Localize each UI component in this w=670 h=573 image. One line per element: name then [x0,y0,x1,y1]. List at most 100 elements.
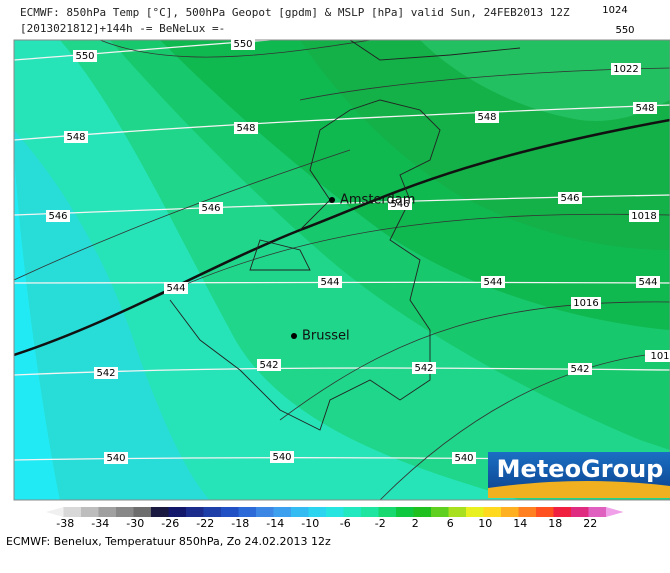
pressure-label: 1022 [613,64,638,75]
label-bg [104,452,128,464]
colorbar-swatch [536,507,554,517]
colorbar-tick: 22 [583,517,597,530]
geopotential-label: 540 [106,453,125,464]
label-bg [571,297,601,309]
colorbar-swatch [361,507,379,517]
colorbar-swatch [606,507,624,517]
colorbar-swatch [151,507,169,517]
colorbar-swatch [396,507,414,517]
geopotential-label: 550 [75,51,94,62]
pressure-label: 1024 [602,5,627,16]
geopotential-label: 544 [638,277,657,288]
header-box [14,0,589,38]
label-bg [257,359,281,371]
city-dot [291,333,297,339]
colorbar-swatch [448,507,467,517]
colorbar-swatch [466,507,484,517]
pressure-label: 101 [650,351,669,362]
label-bg [73,50,97,62]
label-bg [270,451,294,463]
city-dot [329,197,335,203]
label-bg [388,198,412,210]
geopotential-label: 546 [48,211,67,222]
city-label: Brussel [302,329,350,344]
label-bg [611,63,641,75]
pressure-label: 1016 [573,298,598,309]
colorbar-tick: -2 [375,517,386,530]
colorbar-swatch [588,507,607,517]
map [14,40,670,500]
geopotential-label: 540 [454,453,473,464]
colorbar: -38 -34 -30 -26 -22 -18 -14 -10 -6 -2 2 6 10 14 18 22 [46,507,624,530]
colorbar-tick: 10 [478,517,492,530]
colorbar-tick: 6 [447,517,454,530]
colorbar-tick: -6 [340,517,351,530]
label-bg [475,111,499,123]
label-bg [558,192,582,204]
label-bg [94,367,118,379]
colorbar-swatch [571,507,589,517]
colorbar-tick: -34 [91,517,109,530]
colorbar-swatch [221,507,239,517]
geopotential-label: 548 [635,103,654,114]
colorbar-swatch [431,507,449,517]
label-bg [64,131,88,143]
colorbar-tick: -22 [196,517,214,530]
city-label: Amsterdam [340,193,415,208]
geopotential-label: 550 [233,39,252,50]
map-frame [13,39,670,501]
logo-swoosh [488,481,670,498]
label-bg [199,202,223,214]
label-bg [645,350,670,362]
footer: ECMWF: Benelux, Temperatuur 850hPa, Zo 2… [6,535,331,548]
header-line: [2013021812]+144h -= BeNeLux =- [20,22,225,35]
geopotential-label: 548 [66,132,85,143]
colorbar-swatch [308,507,327,517]
colorbar-swatch [291,507,309,517]
header-line: ECMWF: 850hPa Temp [°C], 500hPa Geopot [… [20,6,570,19]
geopotential-label: 542 [96,368,115,379]
colorbar-swatch [46,507,64,517]
colorbar-swatch [168,507,187,517]
geopotential-label: 546 [390,199,409,210]
geopotential-label: 542 [414,363,433,374]
colorbar-swatch [116,507,134,517]
label-bg [633,102,657,114]
colorbar-tick: -18 [231,517,249,530]
label-bg [568,363,592,375]
colorbar-swatch [326,507,344,517]
colorbar-swatch [273,507,292,517]
label-bg [481,276,505,288]
colorbar-swatch [518,507,537,517]
colorbar-tick: 14 [513,517,527,530]
geopotential-label: 550 [615,25,634,36]
geopotential-label: 548 [236,123,255,134]
geopotential-label: 542 [570,364,589,375]
colorbar-swatch [203,507,222,517]
logo: MeteoGroup [497,455,664,483]
colorbar-swatch [343,507,362,517]
label-bg [46,210,70,222]
colorbar-swatch [81,507,99,517]
label-bg [636,276,660,288]
label-bg [318,276,342,288]
label-bg [164,282,188,294]
colorbar-swatch [63,507,82,517]
label-bg [613,24,637,36]
label-bg [234,122,258,134]
geopotential-label: 548 [477,112,496,123]
label-bg [412,362,436,374]
colorbar-tick: -10 [301,517,319,530]
colorbar-swatch [238,507,257,517]
colorbar-swatch [501,507,519,517]
colorbar-tick: 18 [548,517,562,530]
label-bg [452,452,476,464]
colorbar-swatch [483,507,502,517]
geopotential-label: 544 [483,277,502,288]
colorbar-swatch [413,507,432,517]
colorbar-swatch [378,507,397,517]
geopotential-label: 544 [320,277,339,288]
geopotential-label: 546 [560,193,579,204]
colorbar-tick: -38 [56,517,74,530]
